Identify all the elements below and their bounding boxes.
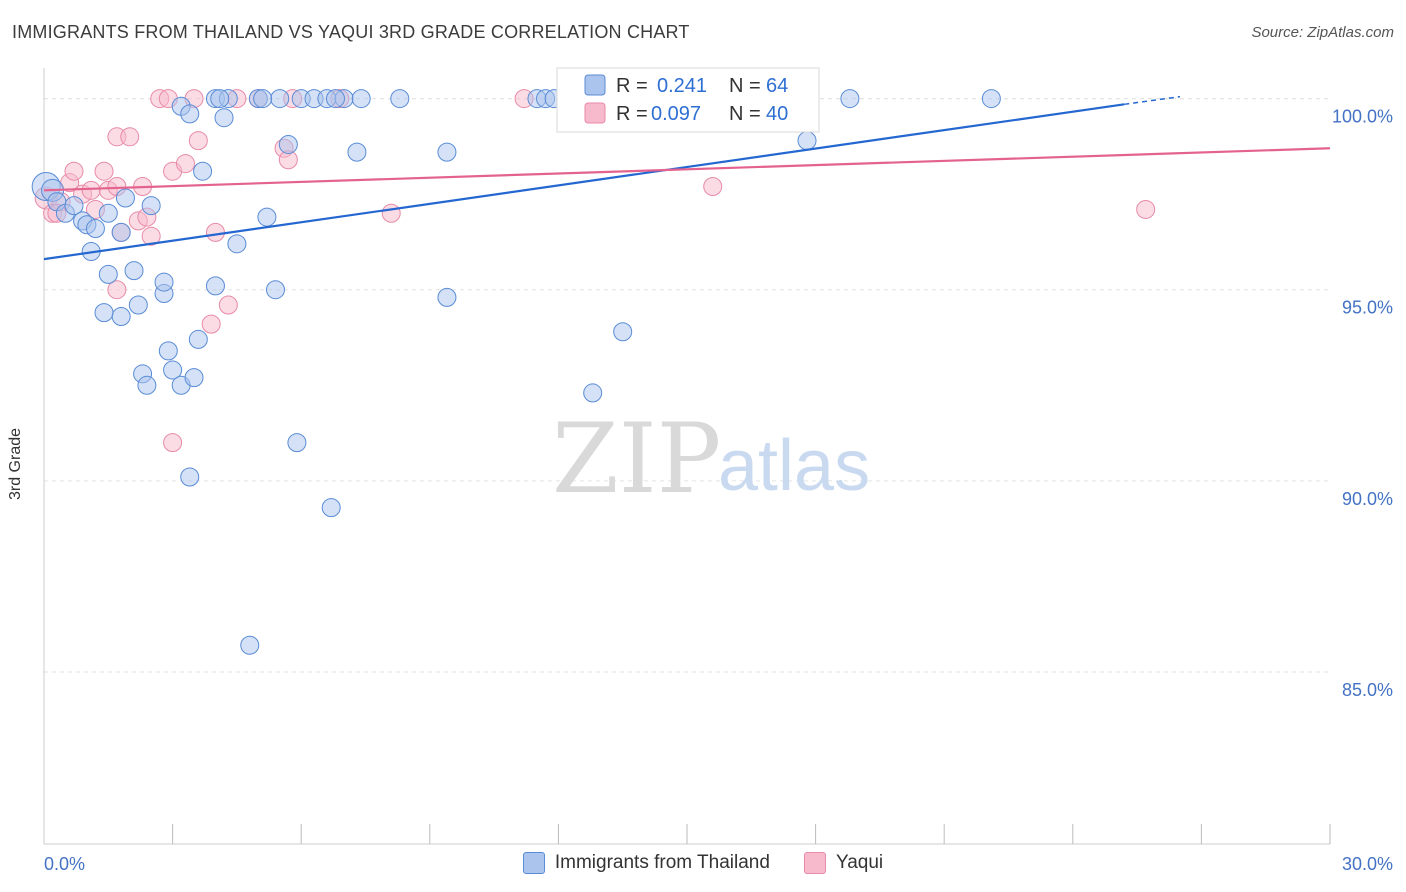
thailand-point xyxy=(981,89,1001,109)
thailand-point xyxy=(111,306,131,326)
thailand-point xyxy=(193,161,213,181)
thailand-point xyxy=(840,89,860,109)
yaqui-point xyxy=(218,295,238,315)
thailand-point xyxy=(128,295,148,315)
thailand-point xyxy=(437,287,457,307)
bottom-legend-yaqui[interactable]: Yaqui xyxy=(803,852,884,874)
thailand-point xyxy=(111,222,131,242)
stats-legend: R = 0.241 N = 64 R = 0.097 N = 40 xyxy=(556,67,820,133)
thailand-point xyxy=(188,329,208,349)
yaqui-point xyxy=(205,222,225,242)
yaqui-point xyxy=(381,203,401,223)
thailand-point xyxy=(180,467,200,487)
thailand-point xyxy=(210,89,230,109)
y-tick-label: 95.0% xyxy=(1342,298,1393,318)
legend-swatch-blue xyxy=(584,74,606,96)
thailand-point xyxy=(85,219,105,239)
trend-layer xyxy=(43,95,1331,261)
yaqui-point xyxy=(120,127,140,147)
thailand-point xyxy=(163,360,183,380)
bottom-legend-thailand[interactable]: Immigrants from Thailand xyxy=(522,852,770,874)
thailand-point xyxy=(124,261,144,281)
y-tick-label: 90.0% xyxy=(1342,489,1393,509)
legend-blue-n-value: 64 xyxy=(766,75,788,97)
yaqui-point xyxy=(81,180,101,200)
thailand-point xyxy=(347,142,367,162)
thailand-point xyxy=(141,196,161,216)
thailand-trendline xyxy=(43,103,1125,261)
thailand-point xyxy=(253,89,273,109)
legend-pink-n-value: 40 xyxy=(766,103,788,125)
yaqui-point xyxy=(107,280,127,300)
thailand-point xyxy=(64,196,84,216)
yaqui-point xyxy=(201,314,221,334)
thailand-point xyxy=(98,264,118,284)
thailand-point xyxy=(94,303,114,323)
watermark-zip: ZIP xyxy=(552,403,721,515)
thailand-point xyxy=(583,383,603,403)
yaqui-point xyxy=(1136,199,1156,219)
thailand-point xyxy=(240,635,260,655)
y-tick-label: 100.0% xyxy=(1332,107,1393,127)
thailand-label: Immigrants from Thailand xyxy=(554,852,770,873)
yaqui-trendline xyxy=(43,147,1331,192)
thailand-point xyxy=(154,272,174,292)
thailand-point xyxy=(278,134,298,154)
thailand-point xyxy=(180,104,200,124)
yaqui-point xyxy=(94,161,114,181)
legend-pink-n-label: N = xyxy=(729,103,761,125)
thailand-point xyxy=(287,433,307,453)
thailand-point xyxy=(115,188,135,208)
legend-blue-r-value: 0.241 xyxy=(657,75,707,97)
thailand-point xyxy=(325,89,345,109)
series-thailand xyxy=(31,89,1001,655)
thailand-point xyxy=(797,131,817,151)
thailand-point xyxy=(613,322,633,342)
thailand-point xyxy=(214,108,234,128)
thailand-point xyxy=(158,341,178,361)
chart-source: Source: ZipAtlas.com xyxy=(1251,24,1394,41)
bottom-legend: Immigrants from Thailand Yaqui xyxy=(0,852,1406,874)
y-tick-label: 85.0% xyxy=(1342,680,1393,700)
thailand-point xyxy=(137,375,157,395)
thailand-point xyxy=(227,234,247,254)
yaqui-point xyxy=(188,131,208,151)
chart-title: IMMIGRANTS FROM THAILAND VS YAQUI 3RD GR… xyxy=(12,22,690,42)
legend-pink-r-value: 0.097 xyxy=(651,103,701,125)
legend-blue-r-label: R = xyxy=(616,75,648,97)
yaqui-point xyxy=(163,433,183,453)
legend-swatch-pink xyxy=(584,102,606,124)
thailand-point xyxy=(205,276,225,296)
thailand-point xyxy=(321,498,341,518)
yaqui-label: Yaqui xyxy=(835,852,884,873)
thailand-trendline-extension xyxy=(1124,95,1181,106)
legend-blue-n-label: N = xyxy=(729,75,761,97)
yaqui-point xyxy=(175,154,195,174)
legend-pink-r-label: R = xyxy=(616,103,648,125)
thailand-point xyxy=(351,89,371,109)
yaqui-point xyxy=(64,161,84,181)
x-tick-label: 0.0% xyxy=(44,854,85,874)
x-tick-label: 30.0% xyxy=(1342,854,1393,874)
tick-labels: 85.0% 90.0% 95.0% 100.0% 0.0% 30.0% xyxy=(44,107,1393,874)
thailand-point xyxy=(390,89,410,109)
watermark: ZIP atlas xyxy=(552,403,870,515)
watermark-atlas: atlas xyxy=(718,426,870,506)
thailand-point xyxy=(270,89,290,109)
thailand-point xyxy=(265,280,285,300)
thailand-point xyxy=(257,207,277,227)
yaqui-point xyxy=(141,226,161,246)
thailand-point xyxy=(437,142,457,162)
thailand-swatch xyxy=(522,852,545,874)
thailand-point xyxy=(98,203,118,223)
thailand-point xyxy=(184,368,204,388)
yaqui-swatch xyxy=(803,852,826,874)
yaqui-point xyxy=(703,177,723,197)
